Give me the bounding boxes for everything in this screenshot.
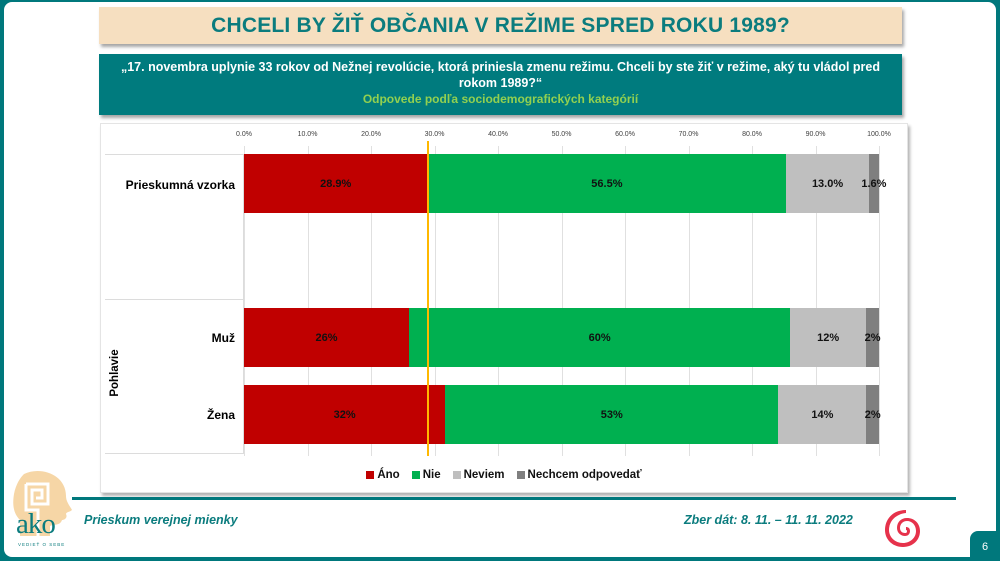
footer-survey-label: Prieskum verejnej mienky: [84, 513, 238, 527]
bar-segment: 32%: [244, 385, 446, 444]
x-tick-label: 10.0%: [297, 131, 318, 138]
gridline: [625, 146, 626, 456]
gridline: [244, 146, 245, 456]
category-divider: [105, 453, 244, 454]
x-tick-label: 30.0%: [424, 131, 445, 138]
reference-line: [426, 141, 429, 456]
gridline: [371, 146, 372, 456]
page-number: 6: [970, 531, 1000, 561]
slide-title: CHCELI BY ŽIŤ OBČANIA V REŽIME SPRED ROK…: [211, 13, 790, 37]
bar-segment: 12%: [790, 308, 867, 367]
bar-segment: 13.0%: [786, 154, 869, 213]
gridline: [688, 146, 690, 456]
legend-swatch-icon: [516, 471, 525, 479]
ako-logo-tagline: VEDIEŤ O SEBE: [18, 542, 66, 547]
footer-collection-date: Zber dát: 8. 11. – 11. 11. 2022: [684, 513, 853, 527]
gridline: [815, 146, 817, 456]
bar-row: 26% 60% 12% 2%: [244, 308, 881, 367]
bar-segment: 26%: [244, 308, 410, 367]
bar-segment: 2%: [865, 385, 881, 444]
x-tick-label: 60.0%: [615, 131, 635, 138]
title-banner: CHCELI BY ŽIŤ OBČANIA V REŽIME SPRED ROK…: [99, 7, 902, 44]
x-tick-label: 40.0%: [488, 131, 508, 138]
question-subtitle: Odpovede podľa sociodemografických kateg…: [362, 92, 639, 106]
bar-segment: 2%: [865, 308, 881, 367]
bar-segment: 56.5%: [427, 154, 787, 213]
bar-row: 28.9% 56.5% 13.0% 1.6%: [244, 154, 886, 213]
legend-label: Áno: [377, 469, 400, 481]
category-divider: [105, 154, 244, 155]
legend-swatch-icon: [452, 471, 461, 479]
joj-spiral-logo-icon: [885, 510, 920, 547]
gridline: [561, 146, 563, 456]
legend-item: Nechcem odpovedať: [516, 469, 642, 481]
x-tick-label: 0.0%: [236, 131, 252, 138]
legend-label: Nechcem odpovedať: [527, 469, 642, 481]
bar-segment: 14%: [778, 385, 867, 444]
bar-segment: 28.9%: [244, 154, 428, 213]
ako-logo-head-icon: [13, 470, 72, 536]
bar-segment: 60%: [409, 308, 791, 367]
bar-segment: 1.6%: [861, 154, 886, 213]
legend-item: Áno: [366, 469, 400, 481]
gridline: [498, 146, 499, 456]
gridline: [752, 146, 753, 456]
legend-item: Neviem: [452, 469, 505, 481]
legend-item: Nie: [411, 469, 441, 481]
x-tick-label: 80.0%: [742, 131, 762, 138]
legend-swatch-icon: [366, 471, 375, 479]
category-axis-line: [243, 154, 244, 454]
chart-panel: 0.0% 10.0% 20.0% 30.0% 40.0% 50.0% 60.0% 70.0% 8…: [100, 123, 908, 493]
footer-divider: [72, 497, 956, 500]
x-tick-label: 90.0%: [805, 131, 826, 138]
question-banner: „17. novembra uplynie 33 rokov od Nežnej…: [99, 54, 902, 115]
gridline: [879, 146, 880, 456]
group-label-pohlavie: Pohlavie: [109, 349, 121, 397]
bar-row: 32% 53% 14% 2%: [244, 385, 881, 444]
legend: Áno Nie Neviem Nechcem odpovedať: [101, 469, 907, 481]
x-tick-label: 50.0%: [551, 131, 572, 138]
category-label-prieskumna-vzorka: Prieskumná vzorka: [125, 178, 235, 192]
question-text: „17. novembra uplynie 33 rokov od Nežnej…: [120, 60, 880, 90]
category-divider: [105, 299, 244, 300]
legend-label: Neviem: [463, 469, 505, 481]
bar-segment: 53%: [445, 385, 779, 444]
x-tick-label: 100.0%: [867, 131, 891, 138]
legend-label: Nie: [422, 469, 441, 481]
legend-swatch-icon: [411, 471, 420, 479]
x-tick-label: 70.0%: [678, 131, 699, 138]
gridline: [307, 146, 309, 456]
category-label-zena: Žena: [206, 408, 235, 422]
ako-logo-text: ako: [16, 508, 56, 540]
category-label-muz: Muž: [211, 331, 235, 345]
x-tick-label: 20.0%: [361, 131, 381, 138]
gridline: [434, 146, 436, 456]
